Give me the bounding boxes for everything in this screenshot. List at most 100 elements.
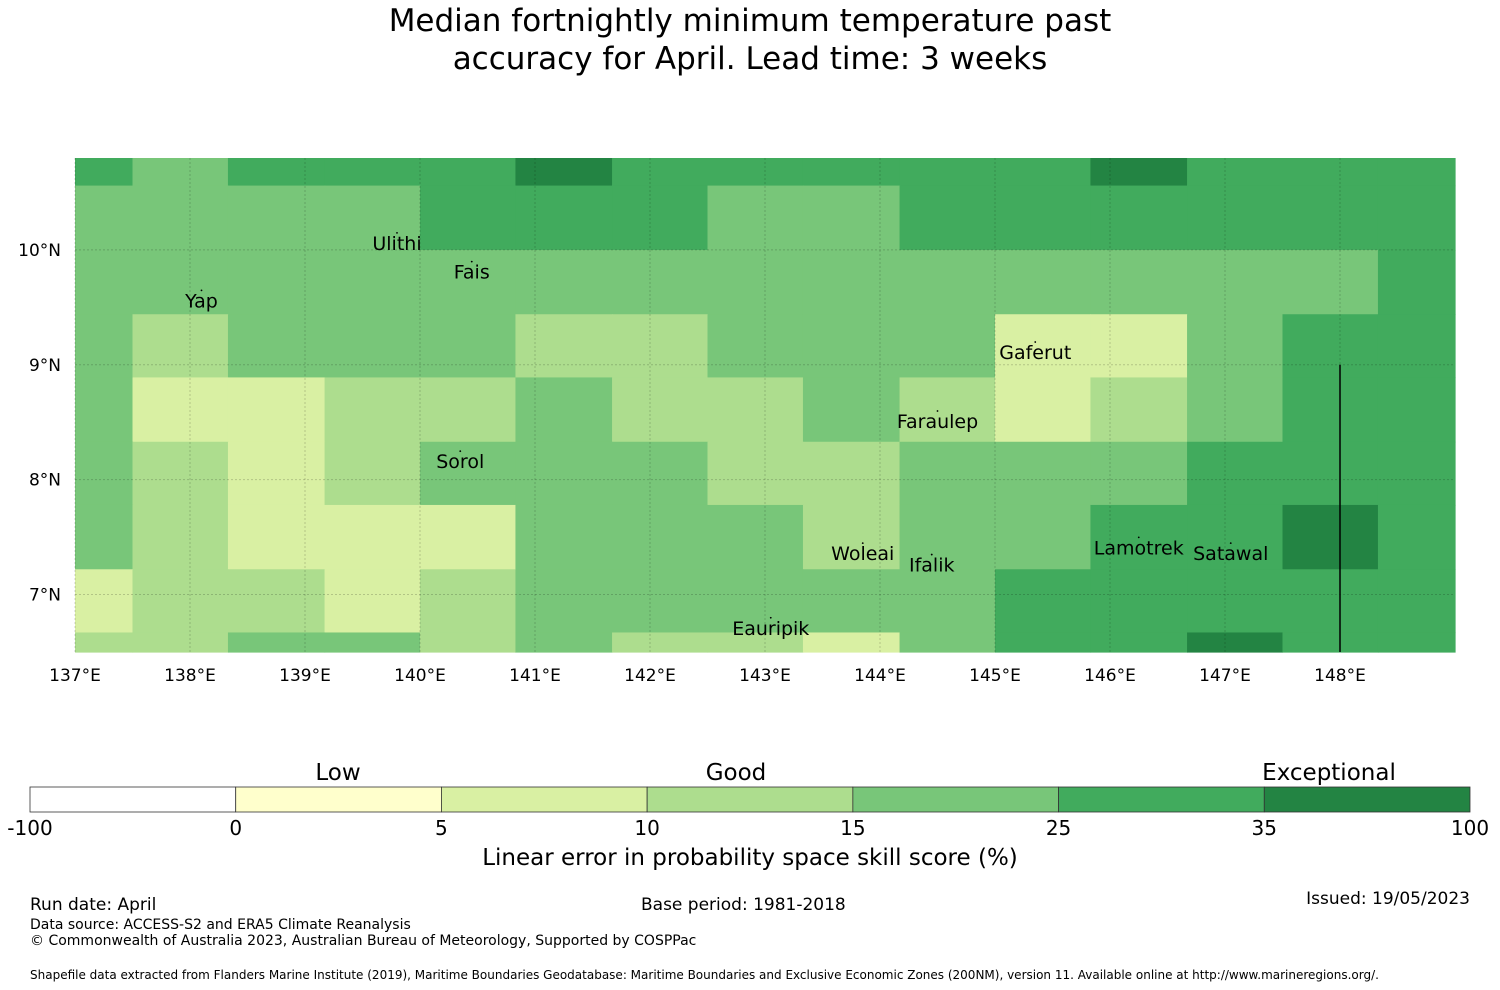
island-marker	[769, 616, 772, 619]
colorbar-tick-label: 15	[840, 816, 866, 840]
colorbar-segment	[29, 786, 237, 813]
grid-cell	[324, 314, 421, 379]
grid-cell	[1187, 569, 1284, 634]
grid-cell	[1282, 569, 1379, 634]
colorbar-segment	[646, 786, 854, 813]
y-tick-label: 9°N	[29, 356, 61, 376]
grid-cell	[1377, 185, 1456, 251]
grid-cell	[515, 249, 613, 315]
y-tick-label: 10°N	[18, 241, 61, 261]
island-marker	[930, 553, 933, 556]
island-marker	[1034, 341, 1037, 343]
grid-cell	[324, 185, 421, 251]
grid-cell	[515, 158, 613, 187]
grid-cell	[899, 185, 996, 251]
place-labels: Ulithi Fais Yap Gaferut Faraulep Sorol Woleai I…	[184, 232, 1268, 640]
colorbar-tick-label: 0	[229, 816, 243, 840]
colorbar-segment	[1058, 786, 1265, 813]
grid-cell	[802, 314, 901, 379]
grid-cell	[1090, 249, 1188, 315]
map-title-line-2: accuracy for April. Lead time: 3 weeks	[452, 41, 1048, 77]
place-label: Fais	[454, 262, 490, 284]
longitude-tick-labels: 137°E 138°E 139°E 140°E 141°E 142°E 143°E 144°E…	[49, 666, 1366, 686]
grid-cell	[802, 632, 901, 653]
grid-cell	[995, 441, 1092, 506]
grid-cell	[1282, 504, 1379, 570]
colorbar-tick-label: 25	[1045, 816, 1072, 840]
grid-cell	[515, 377, 613, 443]
grid-cell	[75, 185, 134, 251]
grid-cell	[899, 441, 996, 506]
grid-cell	[515, 185, 613, 251]
grid-cell	[1282, 158, 1379, 187]
place-label: Yap	[184, 290, 218, 312]
x-tick-label: 147°E	[1199, 666, 1251, 686]
x-tick-label: 141°E	[509, 666, 561, 686]
colorbar-label: Linear error in probability space skill …	[482, 845, 1018, 871]
place-label: Woleai	[831, 543, 894, 565]
grid-cell	[612, 377, 709, 443]
grid-cell	[324, 441, 421, 506]
run-date: Run date: April	[30, 895, 157, 915]
grid-cell	[324, 504, 421, 570]
grid-cell	[227, 158, 326, 187]
grid-cell	[612, 158, 709, 187]
colorbar-segment	[1263, 786, 1471, 813]
grid-cell	[515, 569, 613, 634]
grid-cell	[227, 377, 326, 443]
colorbar-tick-label: 5	[435, 816, 448, 840]
grid-cell	[1282, 314, 1379, 379]
grid-cell	[899, 377, 996, 443]
grid-cell	[612, 441, 709, 506]
grid-cell	[324, 632, 421, 653]
grid-cell	[324, 569, 421, 634]
grid-cell	[1187, 158, 1284, 187]
place-label: Gaferut	[999, 342, 1071, 364]
grid-cell	[802, 249, 901, 315]
x-tick-label: 138°E	[164, 666, 216, 686]
island-marker	[396, 232, 398, 234]
grid-cell	[899, 249, 996, 315]
colorbar-tick-label: 10	[634, 816, 660, 840]
place-label: Eauripik	[732, 618, 809, 640]
island-marker	[936, 410, 939, 412]
x-tick-label: 144°E	[854, 666, 906, 686]
grid-cell	[1377, 377, 1456, 443]
grid-cell	[324, 158, 421, 187]
grid-cell	[707, 158, 804, 187]
grid-cell	[612, 504, 709, 570]
grid-cell	[132, 569, 229, 634]
grid-cell	[1377, 632, 1456, 653]
x-tick-label: 146°E	[1084, 666, 1136, 686]
grid-cell	[132, 441, 229, 506]
colorbar-tick-label: 100	[1450, 816, 1490, 840]
graticule	[74, 158, 1455, 652]
grid-cell	[420, 185, 517, 251]
grid-cell	[802, 158, 901, 187]
grid-cell	[995, 314, 1092, 379]
x-tick-label: 145°E	[969, 666, 1021, 686]
grid-cell	[707, 185, 804, 251]
grid-cell	[1282, 249, 1379, 315]
grid-cell	[1187, 249, 1284, 315]
latitude-tick-labels: 10°N 9°N 8°N 7°N	[18, 241, 61, 606]
grid-cell	[515, 441, 613, 506]
grid-cell	[707, 377, 804, 443]
grid-cell	[132, 377, 229, 443]
grid-cell	[1187, 441, 1284, 506]
colorbar	[29, 786, 1471, 813]
y-tick-label: 8°N	[29, 471, 61, 491]
grid-cell	[75, 632, 134, 653]
copyright: © Commonwealth of Australia 2023, Austra…	[30, 933, 697, 949]
place-label: Ifalik	[909, 555, 955, 577]
grid-cell	[1377, 441, 1456, 506]
grid-cell	[227, 441, 326, 506]
data-source: Data source: ACCESS-S2 and ERA5 Climate …	[30, 917, 411, 933]
grid-cell	[1187, 314, 1284, 379]
grid-cell	[132, 504, 229, 570]
grid-cell	[707, 632, 804, 653]
x-tick-label: 137°E	[49, 666, 101, 686]
grid-cell	[1187, 504, 1284, 570]
grid-cell	[227, 185, 326, 251]
grid-cell	[132, 185, 229, 251]
